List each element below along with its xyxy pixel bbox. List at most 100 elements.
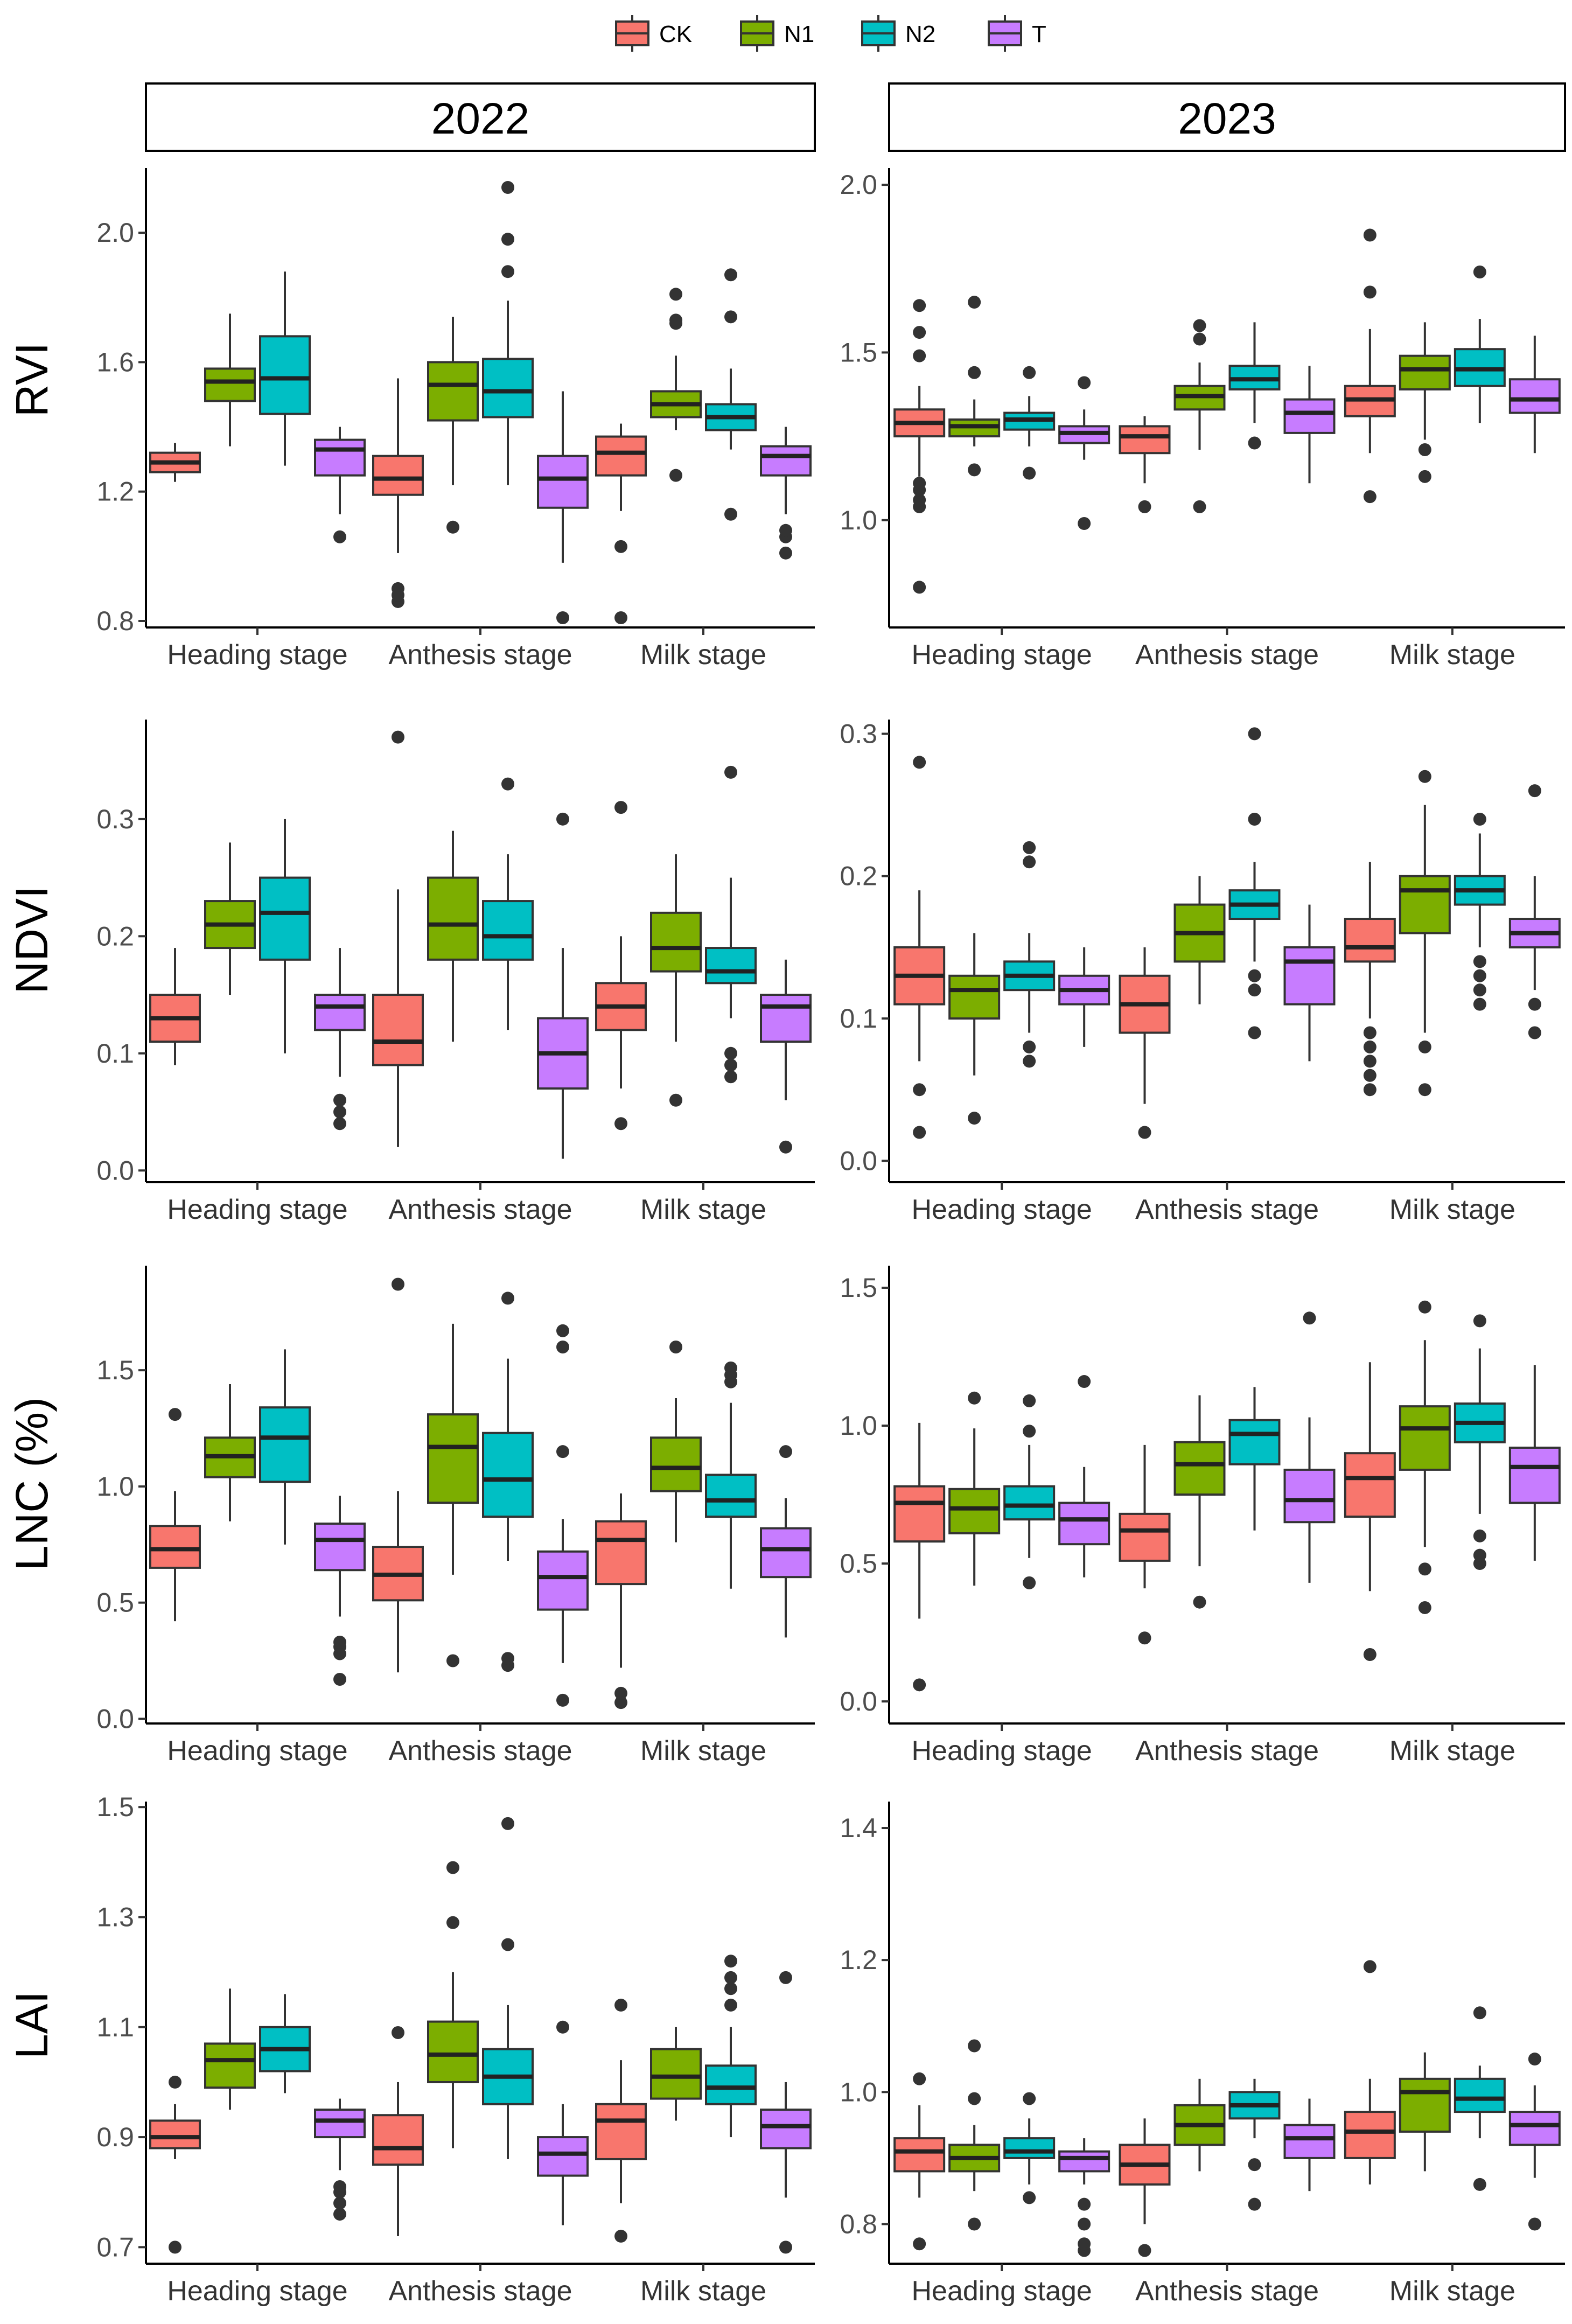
iqr-box — [1508, 378, 1561, 414]
y-tick-label: 1.5 — [96, 1355, 134, 1385]
outlier-point — [779, 524, 792, 537]
iqr-box — [1344, 918, 1396, 963]
iqr-box — [149, 1525, 201, 1569]
outlier-point — [333, 1673, 346, 1686]
box-ck-heading-stage — [149, 443, 201, 482]
iqr-box — [1058, 1502, 1110, 1546]
outlier-point — [968, 2039, 981, 2053]
y-tick-label: 1.4 — [840, 1813, 877, 1843]
y-tick-label: 1.2 — [96, 477, 134, 507]
y-tick-label: 0.0 — [840, 1686, 877, 1716]
outlier-point — [968, 463, 981, 477]
outlier-point — [614, 1686, 627, 1700]
outlier-point — [913, 493, 926, 507]
outlier-point — [169, 2075, 181, 2089]
outlier-point — [1528, 997, 1541, 1011]
outlier-point — [1248, 983, 1261, 997]
box-n2-milk-stage — [1454, 813, 1506, 1011]
box-n1-heading-stage — [948, 933, 1001, 1125]
box-n1-milk-stage — [1399, 770, 1451, 1097]
iqr-box — [1399, 875, 1451, 934]
box-t-heading-stage — [1058, 376, 1110, 530]
outlier-point — [968, 2217, 981, 2231]
outlier-point — [1363, 1055, 1377, 1068]
iqr-box — [1283, 946, 1336, 1006]
outlier-point — [724, 268, 737, 282]
box-t-anthesis-stage — [1283, 904, 1336, 1062]
x-tick-label: Anthesis stage — [1135, 1735, 1319, 1767]
box-n1-milk-stage — [1399, 322, 1451, 483]
outlier-point — [392, 2026, 404, 2039]
iqr-box — [427, 2020, 479, 2083]
box-n2-milk-stage — [1454, 2006, 1506, 2191]
box-t-heading-stage — [314, 1496, 366, 1686]
outlier-point — [446, 520, 459, 534]
box-ck-anthesis-stage — [372, 2026, 424, 2236]
outlier-point — [1078, 517, 1091, 530]
outlier-point — [1248, 2158, 1261, 2172]
y-tick-label: 1.3 — [96, 1902, 134, 1932]
box-n1-heading-stage — [948, 2039, 1001, 2231]
x-tick-label: Anthesis stage — [388, 1735, 572, 1767]
box-ck-anthesis-stage — [372, 730, 424, 1147]
outlier-point — [392, 730, 404, 744]
box-ck-milk-stage — [595, 1998, 647, 2243]
box-n1-milk-stage — [650, 288, 702, 482]
outlier-point — [1418, 770, 1431, 783]
box-n2-milk-stage — [705, 765, 757, 1084]
box-ck-milk-stage — [1344, 1362, 1396, 1661]
panel-lai-2023: 0.8 1.0 1.2 1.4 Heading stage Anthesis stage M… — [840, 1802, 1565, 2307]
outlier-point — [1528, 1026, 1541, 1039]
outlier-point — [1023, 466, 1036, 480]
outlier-point — [1418, 1083, 1431, 1097]
box-n1-milk-stage — [650, 854, 702, 1107]
x-tick-label: Heading stage — [911, 2276, 1092, 2307]
y-tick-label: 1.0 — [840, 2077, 877, 2107]
box-n2-heading-stage — [259, 819, 311, 1053]
strip-label: 2023 — [1178, 94, 1276, 143]
outlier-point — [1418, 1040, 1431, 1053]
outlier-point — [614, 540, 627, 553]
facet-strip-2022: 2022 — [145, 82, 816, 152]
outlier-point — [556, 1693, 569, 1707]
iqr-box — [314, 438, 366, 477]
y-tick-label: 0.8 — [96, 606, 134, 636]
outlier-point — [913, 581, 926, 594]
box-n1-heading-stage — [948, 296, 1001, 477]
outlier-point — [1473, 266, 1486, 279]
iqr-box — [650, 2048, 702, 2100]
y-axis-title: NDVI — [6, 886, 57, 994]
outlier-point — [1138, 2244, 1151, 2257]
x-tick-label: Heading stage — [167, 2276, 347, 2307]
outlier-point — [1193, 332, 1206, 346]
panel-rvi-2023: 1.0 1.5 2.0 Heading stage Anthesis stage Milk… — [840, 168, 1565, 671]
iqr-box — [1283, 398, 1336, 434]
y-tick-label: 0.2 — [840, 861, 877, 891]
box-n1-milk-stage — [650, 1341, 702, 1543]
iqr-box — [314, 2109, 366, 2139]
outlier-point — [669, 313, 682, 327]
y-tick-label: 0.0 — [96, 1155, 134, 1185]
y-tick-label: 0.5 — [840, 1548, 877, 1579]
box-n2-heading-stage — [259, 1994, 311, 2093]
outlier-point — [392, 582, 404, 595]
outlier-point — [1248, 2197, 1261, 2211]
outlier-point — [614, 1117, 627, 1130]
box-n1-anthesis-stage — [427, 831, 479, 1042]
box-t-milk-stage — [760, 427, 812, 560]
facet-panels: 0.8 1.2 1.6 2.0 RVI Heading stage Anthesis sta… — [6, 168, 1565, 2307]
iqr-box — [1003, 2137, 1056, 2159]
x-tick-label: Heading stage — [167, 1194, 347, 1225]
outlier-point — [779, 546, 792, 560]
y-tick-label: 0.5 — [96, 1588, 134, 1618]
outlier-point — [169, 1408, 181, 1421]
y-tick-label: 0.0 — [96, 1704, 134, 1734]
x-tick-label: Milk stage — [640, 639, 766, 671]
y-tick-label: 0.1 — [840, 1003, 877, 1034]
outlier-point — [1363, 1648, 1377, 1661]
strip-box — [145, 82, 816, 152]
y-tick-label: 1.2 — [840, 1945, 877, 1975]
x-tick-label: Heading stage — [911, 1194, 1092, 1225]
iqr-box — [314, 1522, 366, 1572]
box-ck-milk-stage — [1344, 228, 1396, 504]
